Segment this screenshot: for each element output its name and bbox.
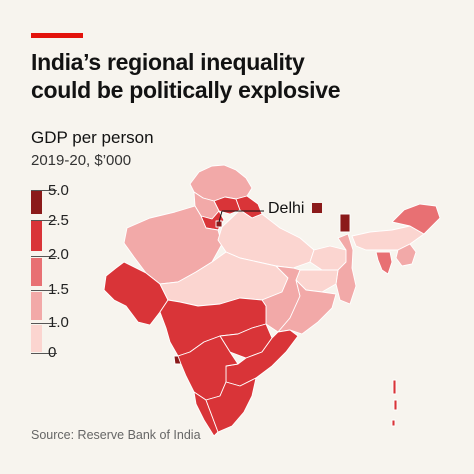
title-line-1: India’s regional inequality [31,49,305,75]
region-karnataka [177,335,239,401]
region-rajasthan [123,205,223,285]
delhi-marker [312,203,322,213]
legend-swatch-5 [31,325,42,352]
legend-swatch-3 [31,258,42,286]
region-nagaland-manipur [395,243,417,267]
color-legend: 5.0 2.5 2.0 1.5 1.0 0 [31,182,151,361]
region-west-bengal [335,233,357,305]
legend-swatch-4 [31,292,42,320]
legend-label-5: 1.0 [48,314,69,331]
legend-label-4: 1.5 [48,281,69,298]
legend-tick-2 [31,220,57,221]
legend-swatch-2 [31,221,42,251]
legend-label-6: 0 [48,344,57,361]
region-nicobar-islands [393,399,398,411]
region-meghalaya-tripura-mizoram [375,251,393,275]
legend-title: GDP per person [31,128,154,147]
legend-tick-5 [31,323,57,324]
accent-rule [31,33,83,38]
legend-tick-3 [31,256,57,257]
region-nicobar-south [391,419,396,427]
legend-label-3: 2.0 [48,246,69,263]
legend-label-1: 5.0 [48,182,69,199]
legend-tick-4 [31,290,57,291]
legend-subtitle: 2019-20, $’000 [31,152,132,169]
region-andaman-islands [392,379,397,395]
delhi-leader-drop [218,210,223,223]
legend-swatch-1 [31,190,42,214]
region-arunachal [391,203,441,235]
source-note: Source: Reserve Bank of India [31,428,201,442]
region-odisha [277,279,337,335]
legend-label-2: 2.5 [48,212,69,229]
title-line-2: could be politically explosive [31,77,341,103]
region-sikkim [339,213,351,233]
legend-tick-6 [31,353,57,354]
delhi-label: Delhi [268,200,305,217]
region-tamil-nadu [205,377,257,433]
region-assam [351,225,425,251]
chart-title: India’s regional inequality could be pol… [31,48,451,104]
legend-tick-1 [31,190,57,191]
